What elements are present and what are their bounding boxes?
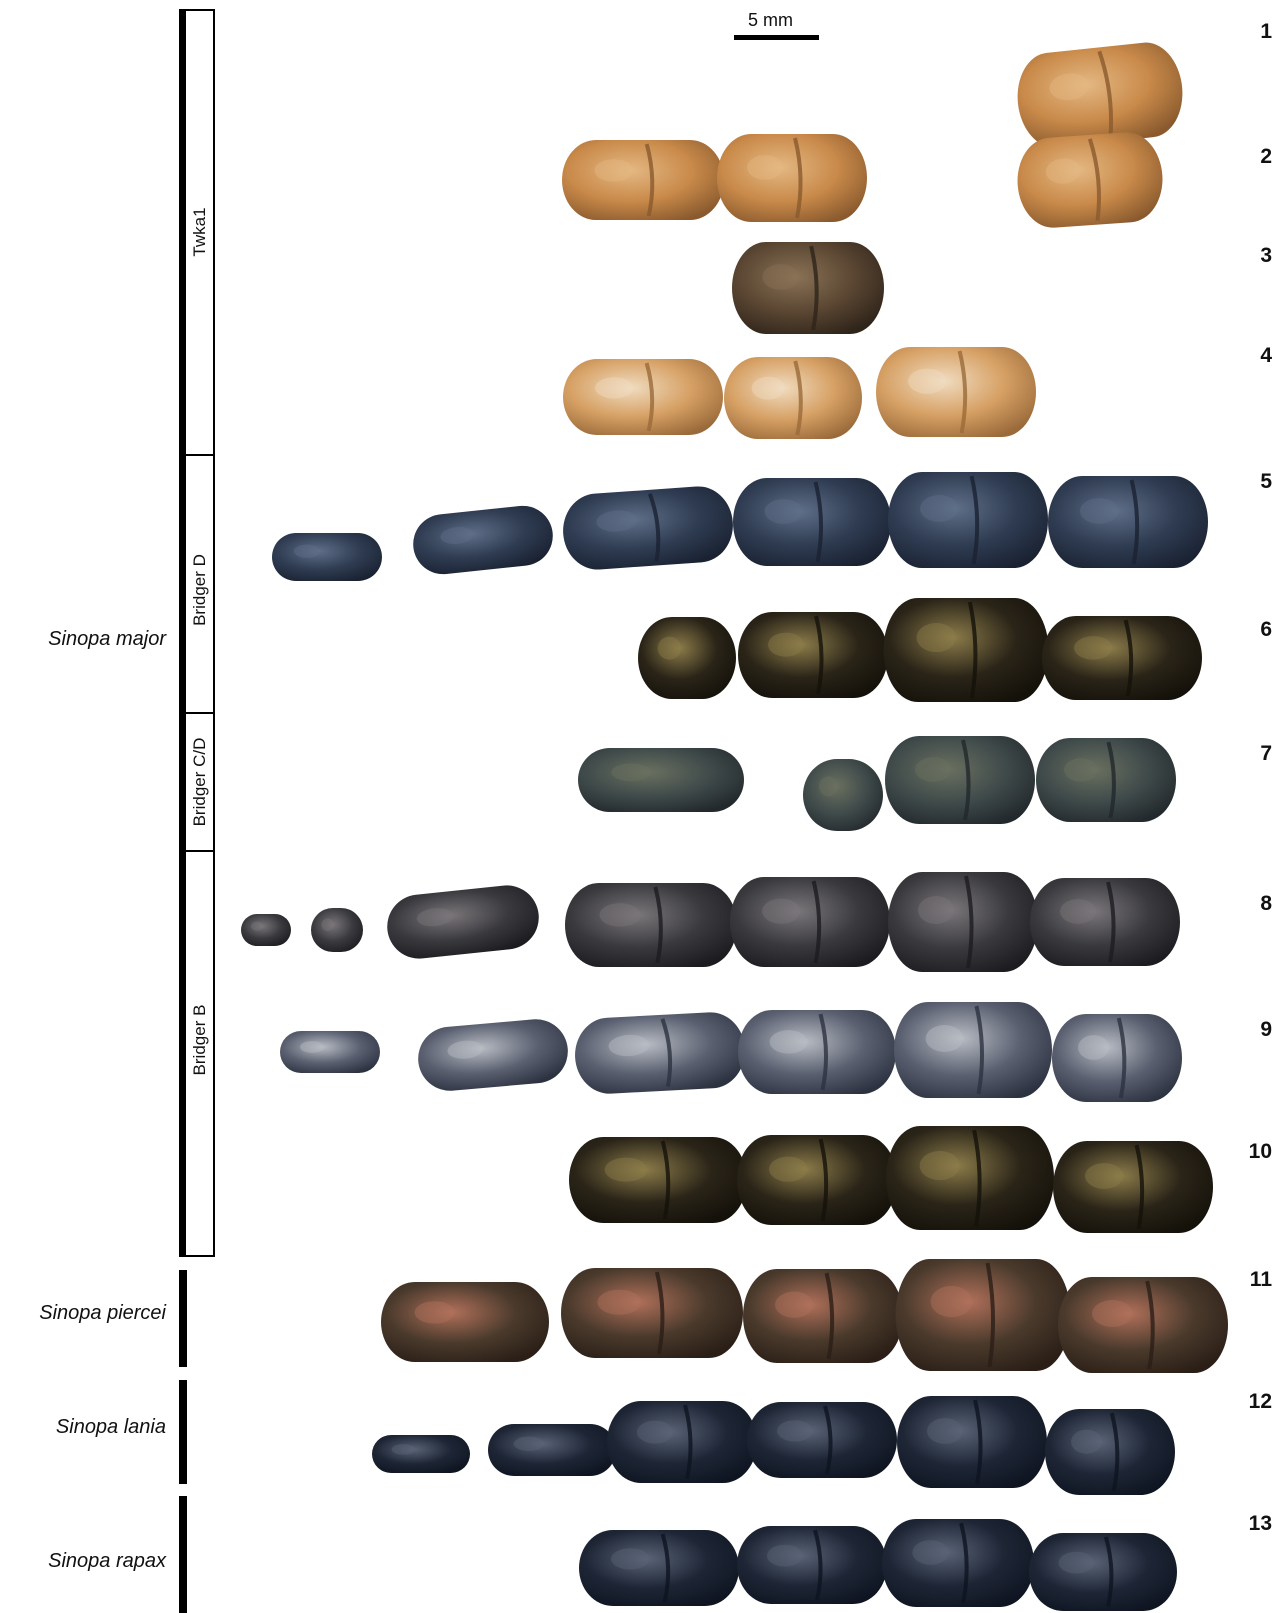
row-number: 10	[1248, 1140, 1272, 1163]
tooth-specimen	[876, 347, 1036, 437]
tooth-specimen	[569, 1137, 747, 1223]
species-label-rapax: Sinopa rapax	[48, 1550, 166, 1572]
row-number: 13	[1248, 1512, 1272, 1535]
tooth-specimen	[579, 1530, 739, 1606]
tooth-specimen	[897, 1396, 1047, 1488]
tooth-specimen	[1036, 738, 1176, 822]
tooth-specimen	[1045, 1409, 1175, 1495]
species-label-lania: Sinopa lania	[55, 1416, 166, 1438]
tooth-specimen	[738, 1010, 896, 1094]
tooth-specimen	[1017, 42, 1183, 148]
species-bar-piercei	[179, 1270, 187, 1367]
tooth-specimen	[894, 1002, 1052, 1098]
tooth-specimen	[738, 612, 888, 698]
tooth-specimen	[1042, 616, 1202, 700]
unit-box-bridger-cd	[186, 712, 215, 852]
tooth-specimen	[488, 1424, 616, 1476]
scale-bar	[734, 35, 819, 40]
tooth-specimen	[372, 1435, 470, 1473]
tooth-specimen	[737, 1526, 887, 1604]
tooth-specimen	[747, 1402, 897, 1478]
unit-label-twka1: Twka1	[190, 207, 209, 257]
row-number: 11	[1249, 1268, 1272, 1291]
unit-label-bridger-cd: Bridger C/D	[190, 737, 209, 827]
tooth-specimen	[1058, 1277, 1228, 1373]
tooth-specimen	[575, 1012, 745, 1094]
row-number: 7	[1260, 742, 1272, 765]
row-number: 2	[1260, 145, 1272, 168]
tooth-specimen	[562, 140, 724, 220]
scale-bar-label: 5 mm	[748, 10, 793, 30]
tooth-specimen	[311, 908, 363, 952]
tooth-specimen	[381, 1282, 549, 1362]
tooth-specimen	[565, 883, 737, 967]
tooth-specimen	[883, 598, 1049, 702]
tooth-specimen	[607, 1401, 757, 1483]
species-bar-rapax	[179, 1496, 187, 1613]
tooth-specimen	[638, 617, 736, 699]
tooth-specimen	[888, 472, 1048, 568]
tooth-specimen	[241, 914, 291, 946]
tooth-specimen	[418, 1019, 568, 1091]
row-number: 4	[1260, 344, 1272, 367]
tooth-specimen	[737, 1135, 897, 1225]
tooth-specimen	[1029, 1533, 1177, 1611]
species-label-piercei: Sinopa piercei	[39, 1302, 166, 1324]
tooth-specimen	[730, 877, 890, 967]
row-number: 6	[1260, 618, 1272, 641]
tooth-specimen	[578, 748, 744, 812]
tooth-specimen	[885, 736, 1035, 824]
tooth-specimen	[563, 359, 723, 435]
tooth-specimen	[732, 242, 884, 334]
unit-box-bridger-b	[186, 850, 215, 1257]
tooth-specimen	[272, 533, 382, 581]
tooth-specimen	[895, 1259, 1071, 1371]
row-number: 8	[1260, 892, 1272, 915]
tooth-specimen	[561, 1268, 743, 1358]
tooth-specimen	[1048, 476, 1208, 568]
tooth-specimen	[413, 505, 553, 575]
tooth-specimen	[882, 1519, 1034, 1607]
species-bar-major	[179, 9, 187, 1257]
species-bar-lania	[179, 1380, 187, 1484]
unit-box-twka1	[186, 9, 215, 456]
row-number: 9	[1260, 1018, 1272, 1041]
tooth-specimen	[280, 1031, 380, 1073]
row-number: 1	[1260, 20, 1272, 43]
tooth-specimen	[387, 885, 539, 959]
tooth-specimen	[743, 1269, 903, 1363]
tooth-specimen	[724, 357, 862, 439]
tooth-specimen	[563, 486, 733, 570]
row-number: 12	[1248, 1390, 1272, 1413]
unit-label-bridger-d: Bridger D	[190, 554, 209, 626]
tooth-specimen	[1052, 1014, 1182, 1102]
row-number: 5	[1260, 470, 1272, 493]
tooth-specimen	[886, 1126, 1054, 1230]
tooth-specimen	[733, 478, 891, 566]
tooth-specimen	[1017, 132, 1163, 228]
tooth-specimen	[1030, 878, 1180, 966]
tooth-specimen	[717, 134, 867, 222]
species-label-major: Sinopa major	[48, 628, 166, 650]
tooth-specimen	[1053, 1141, 1213, 1233]
unit-label-bridger-b: Bridger B	[190, 1004, 209, 1076]
unit-box-bridger-d	[186, 454, 215, 714]
tooth-specimen	[888, 872, 1038, 972]
tooth-specimen	[803, 759, 883, 831]
row-number: 3	[1260, 244, 1272, 267]
